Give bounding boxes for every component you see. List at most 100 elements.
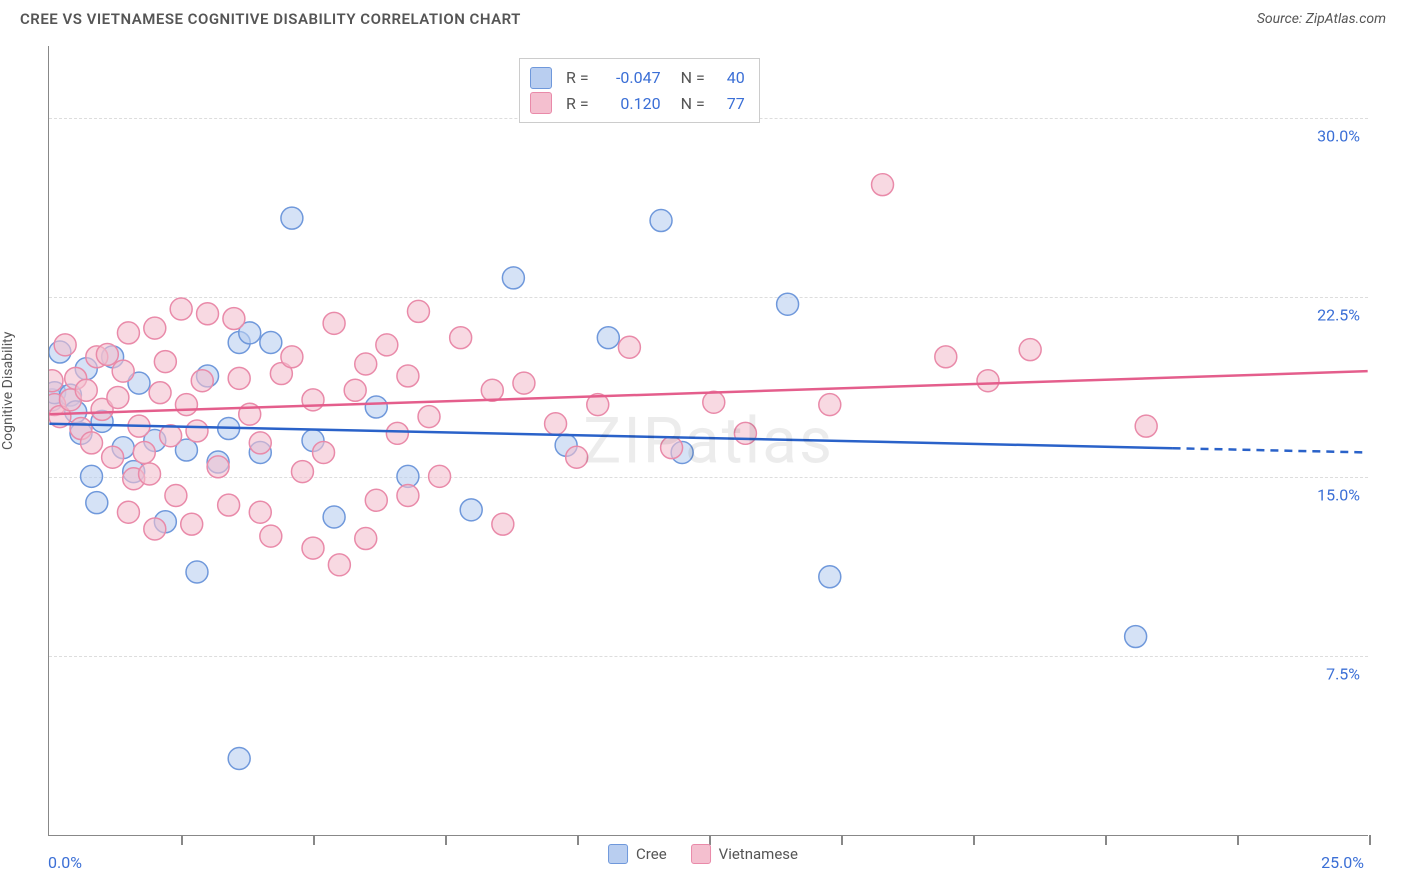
scatter-point <box>355 353 377 375</box>
legend-swatch-vietnamese <box>691 844 711 864</box>
scatter-point <box>777 293 799 315</box>
scatter-point <box>344 379 366 401</box>
scatter-point <box>365 396 387 418</box>
legend-item-vietnamese: Vietnamese <box>691 844 798 864</box>
scatter-point <box>291 461 313 483</box>
scatter-point <box>228 367 250 389</box>
scatter-point <box>281 207 303 229</box>
scatter-point <box>819 394 841 416</box>
scatter-point <box>302 537 324 559</box>
scatter-point <box>144 518 166 540</box>
scatter-point <box>429 465 451 487</box>
scatter-point <box>160 425 182 447</box>
n-label: N = <box>681 91 705 117</box>
scatter-point <box>207 456 229 478</box>
scatter-point <box>323 312 345 334</box>
x-tick <box>1369 835 1371 845</box>
scatter-point <box>397 485 419 507</box>
r-label: R = <box>566 65 589 91</box>
chart-container: Cognitive Disability ZIPatlas R = -0.047… <box>0 34 1406 866</box>
r-label: R = <box>566 91 589 117</box>
scatter-point <box>328 554 350 576</box>
x-tick <box>445 835 447 845</box>
scatter-point <box>133 441 155 463</box>
scatter-point <box>407 300 429 322</box>
scatter-point <box>117 322 139 344</box>
chart-title: CREE VS VIETNAMESE COGNITIVE DISABILITY … <box>20 10 521 28</box>
x-axis-max-label: 25.0% <box>1321 853 1364 872</box>
scatter-point <box>1125 626 1147 648</box>
r-value-cree: -0.047 <box>599 65 661 91</box>
scatter-point <box>418 406 440 428</box>
scatter-point <box>397 365 419 387</box>
scatter-point <box>281 346 303 368</box>
scatter-point <box>170 298 192 320</box>
header-row: CREE VS VIETNAMESE COGNITIVE DISABILITY … <box>0 0 1406 34</box>
scatter-point <box>186 561 208 583</box>
scatter-point <box>323 506 345 528</box>
scatter-point <box>481 379 503 401</box>
scatter-point <box>191 370 213 392</box>
scatter-point <box>107 386 129 408</box>
n-label: N = <box>681 65 705 91</box>
x-tick <box>1237 835 1239 845</box>
scatter-point <box>935 346 957 368</box>
scatter-point <box>96 343 118 365</box>
legend-stats: R = -0.047 N = 40 R = 0.120 N = 77 <box>519 58 760 123</box>
scatter-point <box>661 437 683 459</box>
scatter-point <box>597 327 619 349</box>
legend-swatch-cree <box>608 844 628 864</box>
scatter-point <box>355 528 377 550</box>
scatter-point <box>249 501 271 523</box>
plot-area: ZIPatlas R = -0.047 N = 40 R = 0.120 N =… <box>48 46 1368 836</box>
scatter-point <box>502 267 524 289</box>
trend-line-dashed <box>1173 448 1368 452</box>
scatter-point <box>376 334 398 356</box>
legend-item-cree: Cree <box>608 844 667 864</box>
scatter-point <box>302 389 324 411</box>
scatter-point <box>181 513 203 535</box>
scatter-point <box>149 382 171 404</box>
scatter-point <box>260 525 282 547</box>
scatter-point <box>75 379 97 401</box>
scatter-point <box>650 210 672 232</box>
scatter-point <box>54 334 76 356</box>
scatter-point <box>260 331 282 353</box>
legend-label-vietnamese: Vietnamese <box>719 845 798 863</box>
scatter-point <box>139 463 161 485</box>
scatter-point <box>386 422 408 444</box>
scatter-point <box>228 748 250 770</box>
scatter-point <box>218 494 240 516</box>
scatter-point <box>197 303 219 325</box>
scatter-point <box>154 351 176 373</box>
scatter-point <box>175 394 197 416</box>
scatter-point <box>81 465 103 487</box>
scatter-point <box>249 432 271 454</box>
scatter-point <box>102 446 124 468</box>
scatter-point <box>223 308 245 330</box>
scatter-point <box>313 441 335 463</box>
scatter-point <box>186 420 208 442</box>
legend-label-cree: Cree <box>636 845 667 863</box>
scatter-point <box>872 174 894 196</box>
x-tick <box>973 835 975 845</box>
scatter-point <box>1019 339 1041 361</box>
x-tick <box>313 835 315 845</box>
y-axis-title: Cognitive Disability <box>0 332 16 450</box>
trend-line <box>49 424 1172 448</box>
scatter-point <box>365 489 387 511</box>
x-axis-min-label: 0.0% <box>48 853 82 872</box>
legend-swatch-vietnamese <box>530 92 552 114</box>
scatter-point <box>112 360 134 382</box>
scatter-point <box>86 492 108 514</box>
legend-stats-row: R = 0.120 N = 77 <box>530 91 745 117</box>
legend-swatch-cree <box>530 67 552 89</box>
scatter-point <box>545 413 567 435</box>
source-label: Source: ZipAtlas.com <box>1257 11 1386 27</box>
x-tick <box>181 835 183 845</box>
legend-series: Cree Vietnamese <box>608 844 798 864</box>
scatter-point <box>81 432 103 454</box>
n-value-vietnamese: 77 <box>715 91 745 117</box>
n-value-cree: 40 <box>715 65 745 91</box>
legend-stats-row: R = -0.047 N = 40 <box>530 65 745 91</box>
